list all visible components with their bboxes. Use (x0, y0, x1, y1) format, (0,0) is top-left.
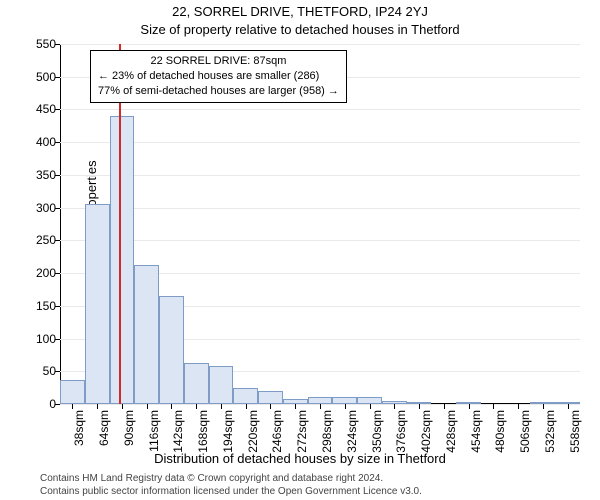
gridline-h (60, 44, 580, 45)
xtick-label: 90sqm (122, 410, 136, 446)
annotation-box: 22 SORREL DRIVE: 87sqm ← 23% of detached… (90, 50, 347, 103)
histogram-bar (308, 397, 333, 404)
histogram-bar (332, 397, 357, 404)
xtick-label: 246sqm (270, 410, 284, 453)
xtick-label: 558sqm (568, 410, 582, 453)
annotation-line1: 22 SORREL DRIVE: 87sqm (98, 54, 339, 69)
xtick-label: 506sqm (518, 410, 532, 453)
histogram-bar (555, 402, 580, 404)
xtick-label: 64sqm (97, 410, 111, 446)
ytick-label: 200 (36, 266, 56, 280)
chart-container: 22, SORREL DRIVE, THETFORD, IP24 2YJ Siz… (0, 0, 600, 500)
gridline-h (60, 208, 580, 209)
xtick-mark (370, 404, 371, 409)
histogram-bar (60, 380, 85, 404)
xtick-label: 272sqm (295, 410, 309, 453)
xtick-label: 428sqm (444, 410, 458, 453)
footer-line1: Contains HM Land Registry data © Crown c… (40, 473, 590, 486)
xtick-mark (97, 404, 98, 409)
xtick-label: 168sqm (196, 410, 210, 453)
ytick-label: 500 (36, 70, 56, 84)
y-axis (60, 44, 61, 404)
xtick-label: 298sqm (320, 410, 334, 453)
ytick-label: 100 (36, 332, 56, 346)
footer-line2: Contains public sector information licen… (40, 486, 590, 499)
histogram-bar (407, 402, 432, 404)
chart-title-line2: Size of property relative to detached ho… (0, 22, 600, 37)
gridline-h (60, 240, 580, 241)
xtick-label: 402sqm (419, 410, 433, 453)
chart-title-line1: 22, SORREL DRIVE, THETFORD, IP24 2YJ (0, 4, 600, 19)
xtick-mark (345, 404, 346, 409)
ytick-label: 350 (36, 168, 56, 182)
xtick-mark (270, 404, 271, 409)
xtick-mark (122, 404, 123, 409)
histogram-bar (382, 401, 407, 404)
histogram-bar (134, 265, 159, 404)
xtick-mark (72, 404, 73, 409)
histogram-bar (184, 363, 209, 404)
ytick-label: 50 (43, 364, 56, 378)
gridline-h (60, 175, 580, 176)
histogram-bar (530, 402, 555, 404)
ytick-label: 0 (49, 397, 56, 411)
histogram-bar (159, 296, 184, 404)
xtick-label: 142sqm (171, 410, 185, 453)
histogram-bar (209, 366, 234, 404)
xtick-mark (246, 404, 247, 409)
xtick-mark (394, 404, 395, 409)
xtick-mark (320, 404, 321, 409)
annotation-line3: 77% of semi-detached houses are larger (… (98, 84, 339, 99)
xtick-label: 116sqm (147, 410, 161, 452)
xtick-mark (568, 404, 569, 409)
xtick-mark (419, 404, 420, 409)
ytick-label: 150 (36, 299, 56, 313)
xtick-label: 454sqm (469, 410, 483, 453)
ytick-label: 400 (36, 135, 56, 149)
annotation-line2: ← 23% of detached houses are smaller (28… (98, 69, 339, 84)
histogram-bar (233, 388, 258, 404)
xtick-mark (147, 404, 148, 409)
histogram-bar (110, 116, 135, 404)
ytick-label: 450 (36, 102, 56, 116)
xtick-label: 350sqm (370, 410, 384, 453)
xtick-mark (295, 404, 296, 409)
xtick-label: 532sqm (543, 410, 557, 453)
xtick-label: 324sqm (345, 410, 359, 453)
ytick-label: 550 (36, 37, 56, 51)
xtick-label: 194sqm (221, 410, 235, 453)
xtick-mark (171, 404, 172, 409)
histogram-bar (456, 402, 481, 404)
histogram-bar (258, 391, 283, 404)
xtick-mark (221, 404, 222, 409)
ytick-label: 300 (36, 201, 56, 215)
ytick-label: 250 (36, 233, 56, 247)
footer-attribution: Contains HM Land Registry data © Crown c… (40, 473, 590, 498)
histogram-bar (283, 399, 308, 404)
xtick-mark (444, 404, 445, 409)
xtick-label: 38sqm (72, 410, 86, 446)
xtick-mark (518, 404, 519, 409)
gridline-h (60, 109, 580, 110)
xtick-mark (469, 404, 470, 409)
xtick-label: 220sqm (246, 410, 260, 453)
gridline-h (60, 142, 580, 143)
xtick-mark (493, 404, 494, 409)
xtick-label: 376sqm (394, 410, 408, 453)
xtick-mark (196, 404, 197, 409)
xtick-label: 480sqm (493, 410, 507, 453)
xtick-mark (543, 404, 544, 409)
histogram-bar (85, 204, 110, 404)
histogram-bar (357, 397, 382, 404)
x-axis-label: Distribution of detached houses by size … (0, 451, 600, 466)
